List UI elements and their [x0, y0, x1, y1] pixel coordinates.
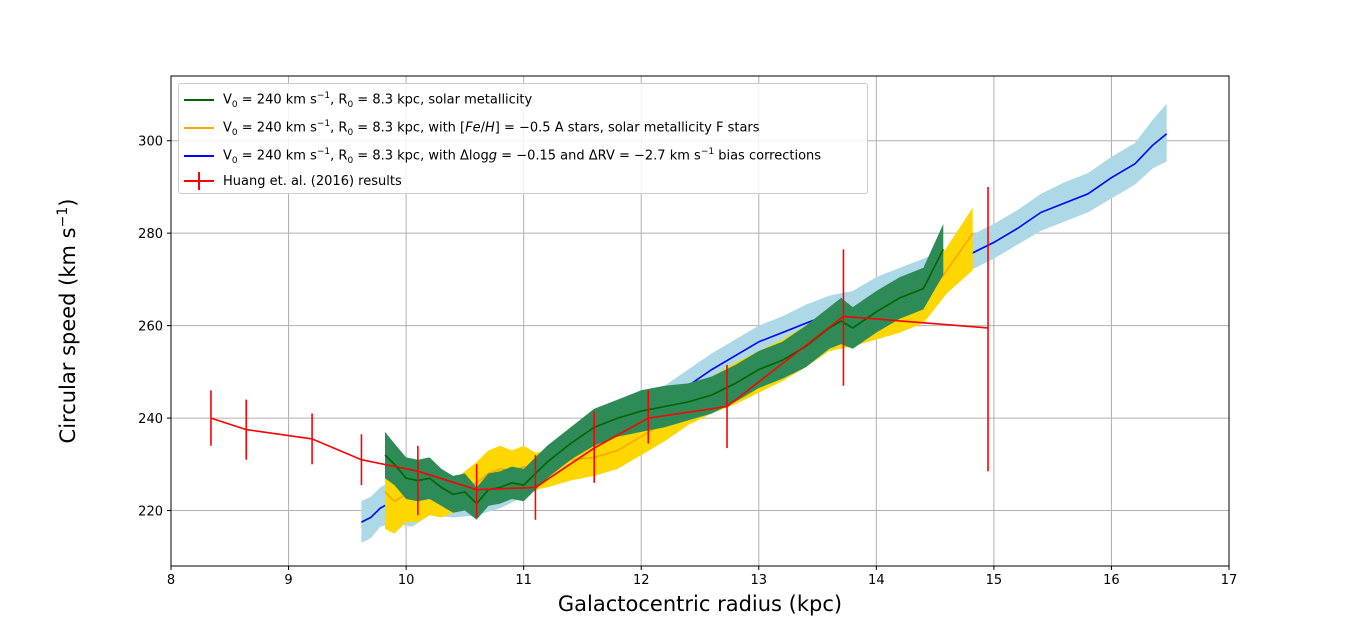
- legend-label-green: V0 = 240 km s−1, R0 = 8.3 kpc, solar met…: [223, 90, 533, 110]
- x-axis-label: Galactocentric radius (kpc): [558, 592, 842, 616]
- legend-entry-blue: V0 = 240 km s−1, R0 = 8.3 kpc, with Δlog…: [179, 143, 821, 169]
- plot-area: [210, 103, 1168, 543]
- legend: V0 = 240 km s−1, R0 = 8.3 kpc, solar met…: [178, 83, 868, 194]
- legend-entry-green: V0 = 240 km s−1, R0 = 8.3 kpc, solar met…: [179, 87, 532, 113]
- legend-label-red: Huang et. al. (2016) results: [223, 173, 402, 189]
- ticks: 8 9 10 11 12 13 14 15 16 17 220 240 260 280 300: [138, 135, 1237, 588]
- legend-entry-yellow: V0 = 240 km s−1, R0 = 8.3 kpc, with [Fe/…: [179, 115, 760, 141]
- y-tick-label: 300: [138, 135, 163, 150]
- x-tick-label: 13: [751, 573, 768, 588]
- y-tick-label: 260: [138, 320, 163, 335]
- x-tick-label: 15: [986, 573, 1003, 588]
- legend-entry-red: Huang et. al. (2016) results: [179, 168, 402, 194]
- legend-swatch-yellow: [184, 119, 214, 137]
- x-tick-label: 11: [515, 573, 532, 588]
- x-tick-label: 8: [167, 573, 175, 588]
- x-tick-label: 17: [1221, 573, 1238, 588]
- series-line-red: [210, 315, 989, 491]
- series-line-yellow: [384, 232, 974, 503]
- x-tick-label: 10: [398, 573, 415, 588]
- axes-frame: [170, 75, 1230, 567]
- legend-label-yellow: V0 = 240 km s−1, R0 = 8.3 kpc, with [Fe/…: [223, 118, 760, 138]
- x-tick-label: 12: [633, 573, 650, 588]
- y-tick-label: 220: [138, 505, 163, 520]
- x-tick-label: 14: [868, 573, 885, 588]
- y-tick-label: 280: [138, 227, 163, 242]
- y-axis-label: Circular speed (km s−1): [55, 199, 80, 444]
- uncertainty-band-yellow: [385, 207, 973, 534]
- x-tick-label: 9: [284, 573, 292, 588]
- legend-swatch-blue: [184, 147, 214, 165]
- legend-label-blue: V0 = 240 km s−1, R0 = 8.3 kpc, with Δlog…: [223, 146, 822, 166]
- legend-swatch-green: [184, 91, 214, 109]
- y-tick-label: 240: [138, 412, 163, 427]
- x-tick-label: 16: [1103, 573, 1120, 588]
- legend-swatch-red: [184, 172, 214, 190]
- uncertainty-band-green: [385, 223, 944, 520]
